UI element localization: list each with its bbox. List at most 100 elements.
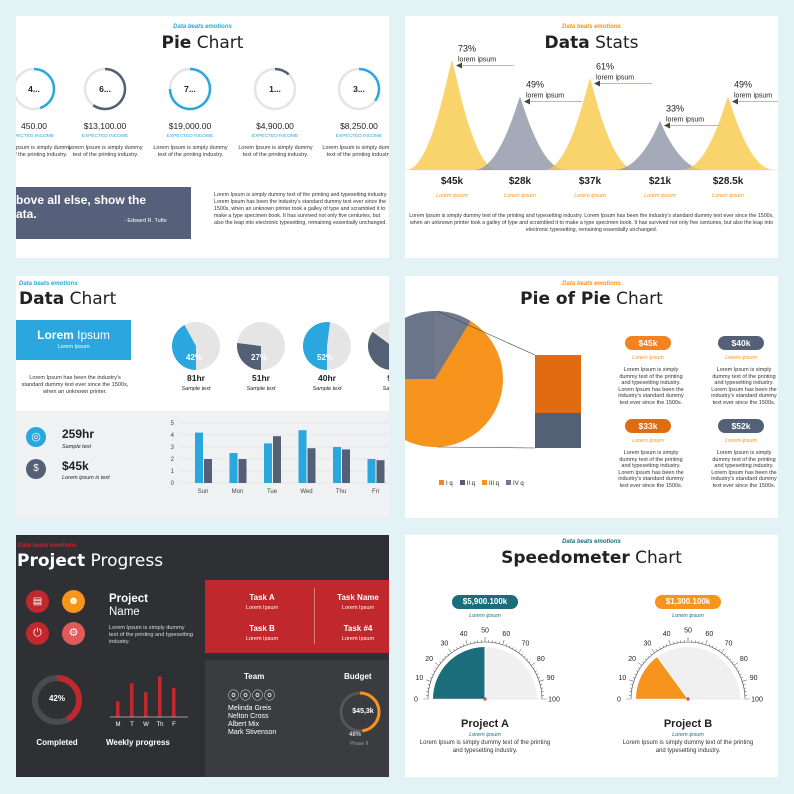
user-icon: ☻ [62,590,85,613]
dial-tick [515,649,517,652]
slide-tagline: Data beats emotions [562,281,621,287]
ring-arc [274,67,290,76]
sample-pie: 52% [303,322,351,370]
settings-icon: ⚙ [62,622,85,645]
pie-pct: 27% [251,353,267,362]
ring-arc [168,67,212,111]
dial-tick [441,658,444,661]
peak-pct: 73% [458,44,476,54]
project-desc: Lorem Ipsum is simply dummy text of the … [109,625,193,645]
dial-tick [647,655,650,658]
pie-caption: Sample text [246,386,276,392]
gauge-desc: Lorem Ipsum is simply dummy text of the … [419,740,551,754]
banner-title: Lorem Ipsum [37,328,110,342]
dial-tick [729,658,732,661]
legend-item: I q [439,480,453,487]
pie-pct: 42% [186,353,202,362]
slide-project-progress[interactable]: Data beats emotions Project Progress ▤ ☻… [16,535,389,777]
dial-rim [630,641,746,700]
stat2-caption: Lorem ipsum is text [62,475,110,481]
connector [436,446,536,449]
pie-hours: 81hr [187,373,205,383]
budget-arc [359,691,381,733]
value-pill: $52k [718,419,764,433]
slide-data-chart[interactable]: Data beats emotions Data Chart Lorem Ips… [16,276,389,518]
dial-label: 10 [618,675,626,682]
dial-tick [737,670,740,672]
task-name: Task Name [337,593,379,602]
dial-tick [435,667,438,669]
dial-tick [642,661,645,663]
slide-data-stats[interactable]: Data beats emotions Data Stats 73% lorem … [405,16,778,258]
dial-label: 80 [740,656,748,663]
speedometer: 0 10 20 30 40 50 60 70 80 90 100 [617,628,763,704]
peak-caption: Lorem ipsum [436,193,468,199]
ring-caption: EXPECTED INCOME [81,134,129,139]
legend-item: IV q [506,480,524,487]
ring-label: 7... [184,84,196,94]
ring-caption: PECTED INCOME [16,134,54,139]
budget-gauge [339,691,381,733]
pie-hours: 51hr [252,373,270,383]
dial-tick [523,655,526,658]
project-name: Project Name [109,593,148,618]
quote-text: bove all else, show the ata. [16,193,147,221]
ring-arc [358,67,381,102]
peak-pct: 61% [596,62,614,72]
x-tick: Fri [372,489,379,495]
peak-caption: Lorem ipsum [504,193,536,199]
value-desc: Lorem Ipsum is simply dummy text of the … [618,450,684,489]
weekly-label: Weekly progress [106,738,170,747]
dial-tick [633,677,636,679]
budget-value: $45,3k [352,708,374,715]
slide-tagline: Data beats emotions [562,539,621,545]
y-tick: 3 [171,445,175,451]
dial-tick [532,667,535,669]
budget-pct: 48% [349,732,362,738]
slide-pie-chart[interactable]: Data beats emotions Pie Chart bove all e… [16,16,389,258]
value-pill: $33k [625,419,671,433]
pie-slice [368,331,389,370]
x-tick: Wed [300,489,312,495]
team-member: Melinda Greis [228,705,272,712]
bar [367,459,376,483]
dial-tick [637,662,643,666]
y-tick: 4 [171,433,175,439]
x-tick: Mon [232,489,244,495]
slide-pie-of-pie[interactable]: Data beats emotions Pie of Pie Chart I q… [405,276,778,518]
budget-phase: Phase II [350,741,369,747]
slide-title: Data Chart [19,289,117,309]
dial-label: 30 [441,641,449,648]
dial-tick [425,679,431,682]
y-tick: 5 [171,421,175,427]
peak-label: lorem ipsum [666,117,704,124]
ring-caption: EXPECTED INCOME [166,134,214,139]
dial-label: 40 [663,631,671,638]
week-bar [158,676,162,717]
ring-caption: EXPECTED INCOME [335,134,383,139]
team-panel [205,660,389,777]
stat2-value: $45k [62,459,89,473]
dial-label: 0 [414,697,418,704]
dial-tick [735,667,738,669]
dial-tick [539,679,545,682]
peak-value: $28.5k [713,176,744,187]
week-day: F [172,722,176,728]
peak-caption: Lorem ipsum [644,193,676,199]
y-tick: 0 [171,481,175,487]
slide-speedometer[interactable]: Data beats emotions Speedometer Chart $5… [405,535,778,777]
bar [195,432,203,483]
bar [342,449,350,483]
clock-icon: ◎ [26,427,46,447]
dial-tick [447,653,449,656]
gauge-badge-caption: Lorem ipsum [469,613,501,619]
quote-body: Lorem Ipsum is simply dummy text of the … [214,192,388,226]
weekly-progress-chart: M T W Th F [110,676,188,728]
ring-label: 6... [99,84,111,94]
pie-caption: Sample [382,386,389,392]
ring-arc [33,67,56,110]
stats-body: Lorem Ipsum is simply dummy text of the … [409,213,774,233]
dial-value [433,647,485,699]
dial-tick [537,677,540,679]
ring-desc: Lorem Ipsum is simply dummy text of the … [68,145,143,158]
